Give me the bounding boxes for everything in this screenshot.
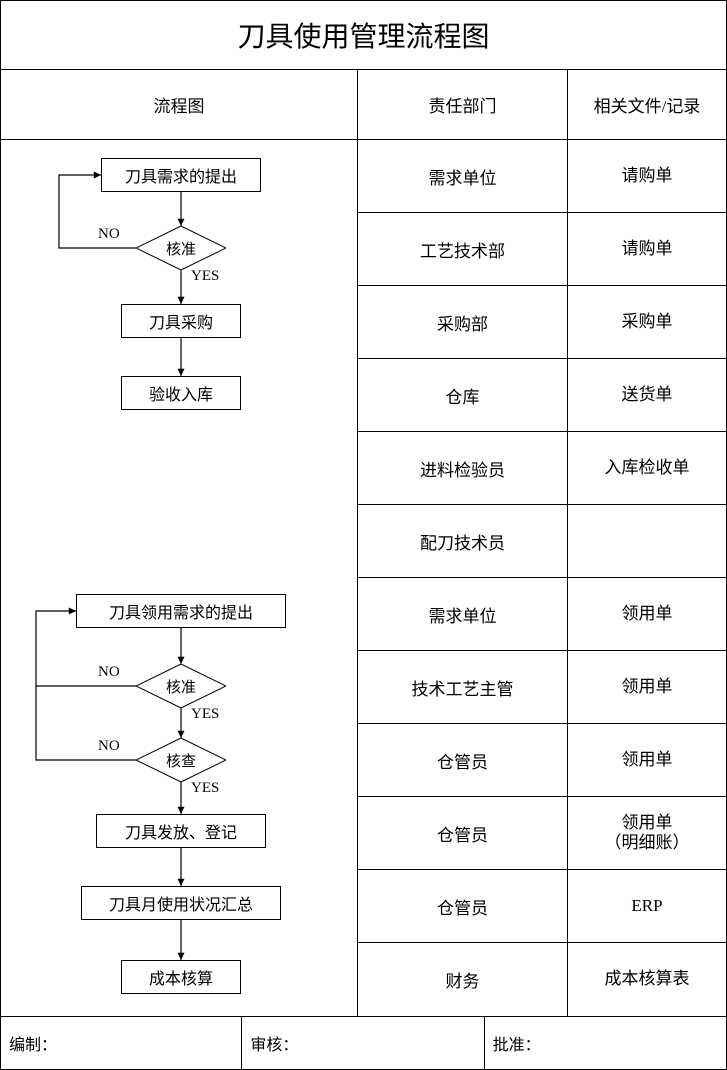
- flow-arrow: [175, 332, 187, 382]
- doc-cell: 领用单: [568, 724, 726, 796]
- footer-row: 编制： 审核： 批准：: [1, 1017, 726, 1069]
- footer-reviewed: 审核：: [242, 1017, 484, 1069]
- right-column: 需求单位请购单工艺技术部请购单采购部采购单仓库送货单进料检验员入库检收单配刀技术…: [358, 140, 726, 1016]
- dept-cell: 财务: [358, 943, 568, 1016]
- doc-cell: 请购单: [568, 140, 726, 212]
- flow-label: NO: [98, 738, 120, 755]
- flow-arrow: [175, 842, 187, 892]
- flow-label: YES: [191, 706, 219, 723]
- dept-cell: 需求单位: [358, 140, 568, 212]
- flow-arrow: [175, 702, 187, 744]
- flow-label: YES: [191, 780, 219, 797]
- flow-arrow: [175, 264, 187, 310]
- table-row: 财务成本核算表: [358, 943, 726, 1016]
- table-row: 技术工艺主管领用单: [358, 651, 726, 724]
- doc-cell: 领用单: [568, 651, 726, 723]
- body-row: 刀具需求的提出核准刀具采购验收入库YESNO刀具领用需求的提出核准核查刀具发放、…: [1, 140, 726, 1017]
- doc-cell: 送货单: [568, 359, 726, 431]
- table-row: 采购部采购单: [358, 286, 726, 359]
- flow-arrow: [175, 914, 187, 966]
- page-container: 刀具使用管理流程图 流程图 责任部门 相关文件/记录 刀具需求的提出核准刀具采购…: [0, 0, 727, 1070]
- doc-cell: [568, 505, 726, 577]
- dept-cell: 仓管员: [358, 724, 568, 796]
- flow-label: NO: [98, 664, 120, 681]
- header-flow: 流程图: [1, 70, 358, 139]
- table-row: 进料检验员入库检收单: [358, 432, 726, 505]
- dept-cell: 进料检验员: [358, 432, 568, 504]
- table-row: 仓库送货单: [358, 359, 726, 432]
- header-dept: 责任部门: [358, 70, 568, 139]
- flow-label: NO: [98, 226, 120, 243]
- flow-arrow: [175, 776, 187, 820]
- dept-cell: 仓管员: [358, 797, 568, 869]
- flow-arrow: [175, 622, 187, 670]
- header-doc: 相关文件/记录: [568, 70, 726, 139]
- dept-cell: 仓管员: [358, 870, 568, 942]
- dept-cell: 仓库: [358, 359, 568, 431]
- flowchart-cell: 刀具需求的提出核准刀具采购验收入库YESNO刀具领用需求的提出核准核查刀具发放、…: [1, 140, 358, 1016]
- table-row: 工艺技术部请购单: [358, 213, 726, 286]
- dept-cell: 工艺技术部: [358, 213, 568, 285]
- dept-cell: 采购部: [358, 286, 568, 358]
- table-row: 需求单位请购单: [358, 140, 726, 213]
- dept-cell: 配刀技术员: [358, 505, 568, 577]
- flow-arrow: [175, 186, 187, 232]
- dept-cell: 需求单位: [358, 578, 568, 650]
- table-row: 配刀技术员: [358, 505, 726, 578]
- page-title: 刀具使用管理流程图: [1, 1, 726, 70]
- doc-cell: 领用单（明细账）: [568, 797, 726, 869]
- doc-cell: 成本核算表: [568, 943, 726, 1016]
- doc-cell: 采购单: [568, 286, 726, 358]
- doc-cell: 请购单: [568, 213, 726, 285]
- table-row: 仓管员领用单: [358, 724, 726, 797]
- doc-cell: ERP: [568, 870, 726, 942]
- table-row: 仓管员ERP: [358, 870, 726, 943]
- footer-prepared: 编制：: [1, 1017, 242, 1069]
- doc-cell: 入库检收单: [568, 432, 726, 504]
- flow-arrow: [30, 605, 142, 692]
- dept-cell: 技术工艺主管: [358, 651, 568, 723]
- table-row: 仓管员领用单（明细账）: [358, 797, 726, 870]
- flow-arrow: [30, 680, 142, 766]
- header-row: 流程图 责任部门 相关文件/记录: [1, 70, 726, 140]
- footer-approved: 批准：: [485, 1017, 726, 1069]
- table-row: 需求单位领用单: [358, 578, 726, 651]
- flow-label: YES: [191, 268, 219, 285]
- doc-cell: 领用单: [568, 578, 726, 650]
